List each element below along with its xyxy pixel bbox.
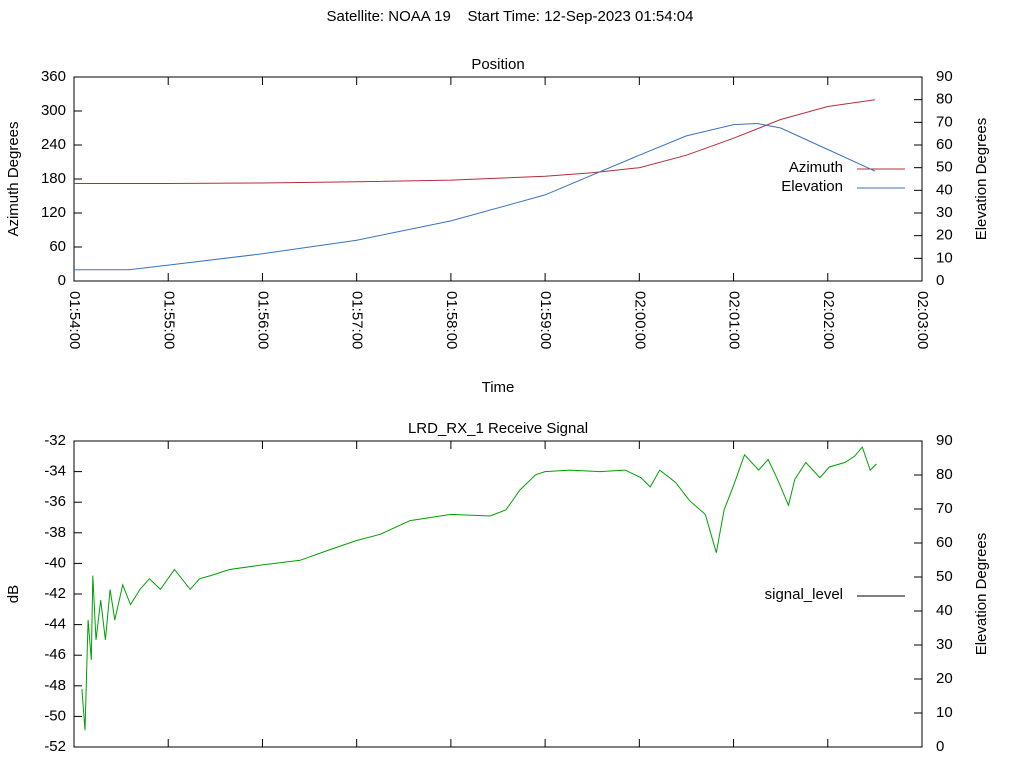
x-tick-label: 01:55:00 xyxy=(160,291,177,349)
y-tick-label: -38 xyxy=(44,524,66,541)
y2-tick-label: 90 xyxy=(936,432,953,449)
y2-tick-label: 40 xyxy=(936,181,953,198)
y2-tick-label: 30 xyxy=(936,204,953,221)
y2-tick-label: 90 xyxy=(936,68,953,85)
y2-tick-label: 70 xyxy=(936,500,953,517)
x-tick-label: 02:02:00 xyxy=(820,291,837,349)
y-tick-label: -32 xyxy=(44,432,66,449)
x-tick-label: 01:57:00 xyxy=(349,291,366,349)
y2-tick-label: 30 xyxy=(936,636,953,653)
legend-label: Azimuth xyxy=(789,159,843,176)
y2-tick-label: 80 xyxy=(936,466,953,483)
x-axis-label: Time xyxy=(482,379,515,396)
y2-tick-label: 10 xyxy=(936,704,953,721)
y-tick-label: 120 xyxy=(41,204,66,221)
y-tick-label: 300 xyxy=(41,102,66,119)
y2-tick-label: 50 xyxy=(936,159,953,176)
y-axis-label: Azimuth Degrees xyxy=(5,121,22,236)
y2-tick-label: 0 xyxy=(936,272,944,289)
x-tick-label: 02:00:00 xyxy=(631,291,648,349)
y-tick-label: -40 xyxy=(44,554,66,571)
y2-tick-label: 50 xyxy=(936,568,953,585)
y-tick-label: 0 xyxy=(58,272,66,289)
y2-tick-label: 70 xyxy=(936,113,953,130)
y-tick-label: 360 xyxy=(41,68,66,85)
x-tick-label: 02:03:00 xyxy=(914,291,931,349)
y-tick-label: -48 xyxy=(44,677,66,694)
page-title: Satellite: NOAA 19 Start Time: 12-Sep-20… xyxy=(327,8,694,25)
legend-label: signal_level xyxy=(765,586,843,603)
y-tick-label: -44 xyxy=(44,616,66,633)
y2-tick-label: 20 xyxy=(936,227,953,244)
data-line xyxy=(74,122,876,271)
x-tick-label: 01:59:00 xyxy=(537,291,554,349)
y2-tick-label: 20 xyxy=(936,670,953,687)
y2-tick-label: 60 xyxy=(936,136,953,153)
y-tick-label: -36 xyxy=(44,493,66,510)
y2-tick-label: 10 xyxy=(936,249,953,266)
y-tick-label: -42 xyxy=(44,585,66,602)
y2-axis-label: Elevation Degrees xyxy=(973,118,990,241)
x-tick-label: 01:58:00 xyxy=(443,291,460,349)
x-tick-label: 01:54:00 xyxy=(66,291,83,349)
y2-tick-label: 40 xyxy=(936,602,953,619)
chart-title: LRD_RX_1 Receive Signal xyxy=(408,420,588,437)
y2-tick-label: 60 xyxy=(936,534,953,551)
y-tick-label: -34 xyxy=(44,463,66,480)
x-tick-label: 01:56:00 xyxy=(254,291,271,349)
legend-label: Elevation xyxy=(781,178,843,195)
y-tick-label: 60 xyxy=(49,238,66,255)
y-axis-label: dB xyxy=(5,585,22,603)
y-tick-label: 240 xyxy=(41,136,66,153)
y-tick-label: -50 xyxy=(44,707,66,724)
data-line xyxy=(74,99,875,184)
y-tick-label: -52 xyxy=(44,738,66,755)
y-tick-label: 180 xyxy=(41,170,66,187)
data-line xyxy=(81,446,877,731)
y2-tick-label: 80 xyxy=(936,91,953,108)
chart-title: Position xyxy=(471,56,524,73)
y2-tick-label: 0 xyxy=(936,738,944,755)
y-tick-label: -46 xyxy=(44,646,66,663)
y2-axis-label: Elevation Degrees xyxy=(973,533,990,656)
x-tick-label: 02:01:00 xyxy=(726,291,743,349)
